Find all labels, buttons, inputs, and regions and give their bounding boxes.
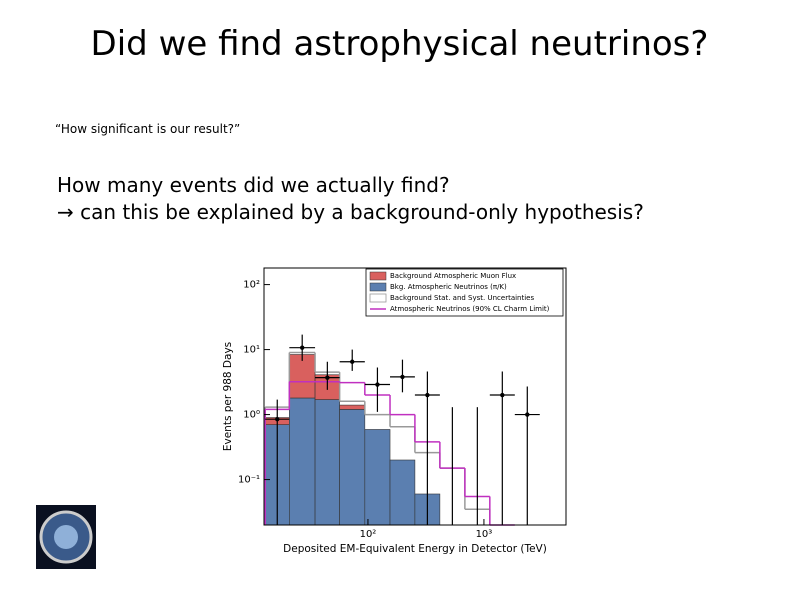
bar [289,354,316,399]
y-axis-label: Events per 988 Days [222,342,234,451]
bar [289,397,316,526]
legend-swatch [369,271,387,281]
data-point [275,416,280,422]
logo [36,505,96,569]
data-point [425,392,430,398]
y-tick-label: 10² [243,280,260,291]
legend-label: Atmospheric Neutrinos (90% CL Charm Limi… [390,305,550,313]
legend-swatch [369,282,387,292]
y-tick-label: 10¹ [243,345,260,356]
legend-label: Background Atmospheric Muon Flux [390,272,516,280]
legend-swatch [369,293,387,303]
data-point [400,374,405,380]
data-point [325,375,330,380]
quote: “How significant is our result?” [55,122,241,136]
legend-label: Background Stat. and Syst. Uncertainties [390,294,534,302]
y-tick-label: 10⁰ [243,410,260,421]
data-point [375,382,380,387]
bar [339,409,366,526]
data-point [525,412,530,417]
bar [339,404,366,410]
x-tick-label: 10³ [476,529,493,540]
bar [314,399,340,526]
legend-box [365,268,564,317]
data-point [299,345,305,350]
text-line: How many events did we actually find? [57,173,450,197]
data-point [350,359,355,364]
y-tick-label: 10⁻¹ [238,475,260,486]
x-axis-label: Deposited EM-Equivalent Energy in Detect… [283,543,547,555]
bar [364,429,391,526]
data-point [500,392,505,398]
plot-frame [263,267,567,526]
slide-title: Did we find astrophysical neutrinos? [90,24,709,64]
text-line: → can this be explained by a background-… [57,200,644,224]
x-tick-label: 10² [360,529,377,540]
bar [389,459,416,526]
legend-label: Bkg. Atmospheric Neutrinos (π/K) [390,283,507,291]
logo-core [54,525,78,549]
